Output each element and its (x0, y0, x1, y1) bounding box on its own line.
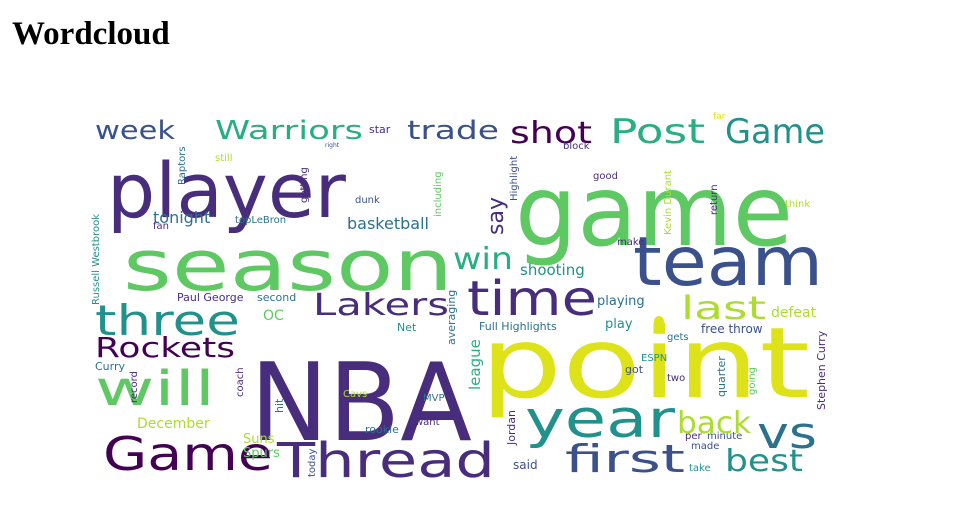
word-coach: coach (235, 367, 246, 397)
word-shot: shot (510, 116, 592, 151)
word-week: week (95, 116, 175, 146)
word-want: want (415, 417, 440, 428)
word-gets: gets (667, 332, 689, 343)
word-getting: getting (299, 167, 310, 203)
word-thread: Thread (276, 433, 495, 489)
word-got: got (625, 363, 644, 376)
word-league: league (466, 339, 484, 390)
word-steph-curry: Stephen Curry (815, 330, 828, 410)
word-trade: trade (407, 116, 499, 146)
wordcloud-image: player game NBA point season team time y… (85, 105, 845, 495)
word-game: game (515, 155, 793, 269)
word-hit: hit (273, 398, 286, 413)
word-net: Net (397, 321, 417, 334)
word-year: year (525, 390, 676, 450)
word-going: going (747, 367, 758, 395)
word-warriors: Warriors (215, 116, 363, 146)
word-made: made (691, 441, 719, 452)
word-post: Post (610, 112, 705, 152)
word-toplebron: topLeBron (235, 215, 286, 226)
word-best: best (725, 444, 803, 479)
word-shooting: shooting (520, 261, 585, 279)
word-raptors: Raptors (177, 146, 188, 185)
word-rookie: rookie (365, 423, 399, 436)
word-per: per (685, 431, 703, 442)
word-take: take (689, 463, 711, 474)
word-russell-westbrook: Russell Westbrook (91, 214, 102, 305)
word-december: December (137, 416, 210, 432)
word-two: two (667, 373, 685, 384)
word-spurs: Spurs (243, 446, 280, 461)
word-second: second (257, 291, 296, 304)
word-said: said (513, 458, 538, 472)
word-dunk: dunk (355, 195, 380, 206)
word-season: season (123, 225, 453, 307)
word-kevin-durant: Kevin Durant (663, 170, 674, 235)
word-first: first (565, 437, 685, 481)
word-highlight: Highlight (509, 156, 520, 201)
word-team: team (633, 223, 823, 302)
word-free-throw: free throw (701, 322, 763, 336)
word-tonight: tonight (153, 208, 210, 227)
word-playing: playing (597, 294, 645, 309)
word-player: player (107, 146, 347, 235)
page-title: Wordcloud (12, 16, 170, 52)
word-jordan: Jordan (505, 410, 518, 446)
word-cavs: Cavs (343, 389, 367, 400)
word-back: back (677, 406, 752, 441)
word-oc: OC (263, 308, 284, 324)
word-game-2: Game (725, 112, 825, 152)
word-espn: ESPN (641, 353, 667, 364)
word-still: still (215, 153, 232, 164)
word-lakers: Lakers (313, 288, 449, 323)
word-game-cap: Game (103, 427, 273, 481)
word-say: say (484, 197, 509, 235)
wordcloud-canvas: player game NBA point season team time y… (91, 112, 828, 489)
word-far: far (713, 112, 726, 122)
word-including: including (433, 171, 444, 217)
word-suns: Suns (243, 432, 275, 447)
word-record: record (129, 371, 140, 403)
cloud-dot (654, 316, 664, 326)
word-quarter: quarter (715, 356, 728, 397)
word-rockets: Rockets (95, 331, 235, 364)
word-full-highlights: Full Highlights (479, 320, 557, 333)
word-time: time (467, 271, 597, 327)
word-good: good (593, 171, 618, 182)
word-block: block (563, 141, 590, 152)
word-today: today (307, 448, 318, 477)
word-will: will (95, 361, 215, 417)
word-return: return (709, 184, 720, 215)
word-mvp: MVP (423, 393, 445, 404)
word-play: play (605, 317, 633, 332)
word-fan: fan (153, 221, 169, 232)
word-think: think (785, 199, 810, 210)
word-star: star (369, 123, 391, 136)
word-basketball: basketball (347, 214, 429, 233)
word-paul-george: Paul George (177, 291, 244, 304)
word-nba: NBA (250, 341, 472, 466)
word-averaging: averaging (445, 290, 458, 345)
word-last: last (681, 289, 766, 327)
word-make: make (617, 237, 644, 248)
word-right: right (325, 142, 340, 149)
word-win: win (453, 242, 513, 277)
word-vs: vs (757, 408, 817, 459)
word-defeat: defeat (771, 305, 817, 321)
word-three: three (95, 296, 240, 345)
word-curry: Curry (95, 360, 126, 373)
word-minute: minute (707, 431, 742, 442)
word-point: point (480, 307, 810, 421)
